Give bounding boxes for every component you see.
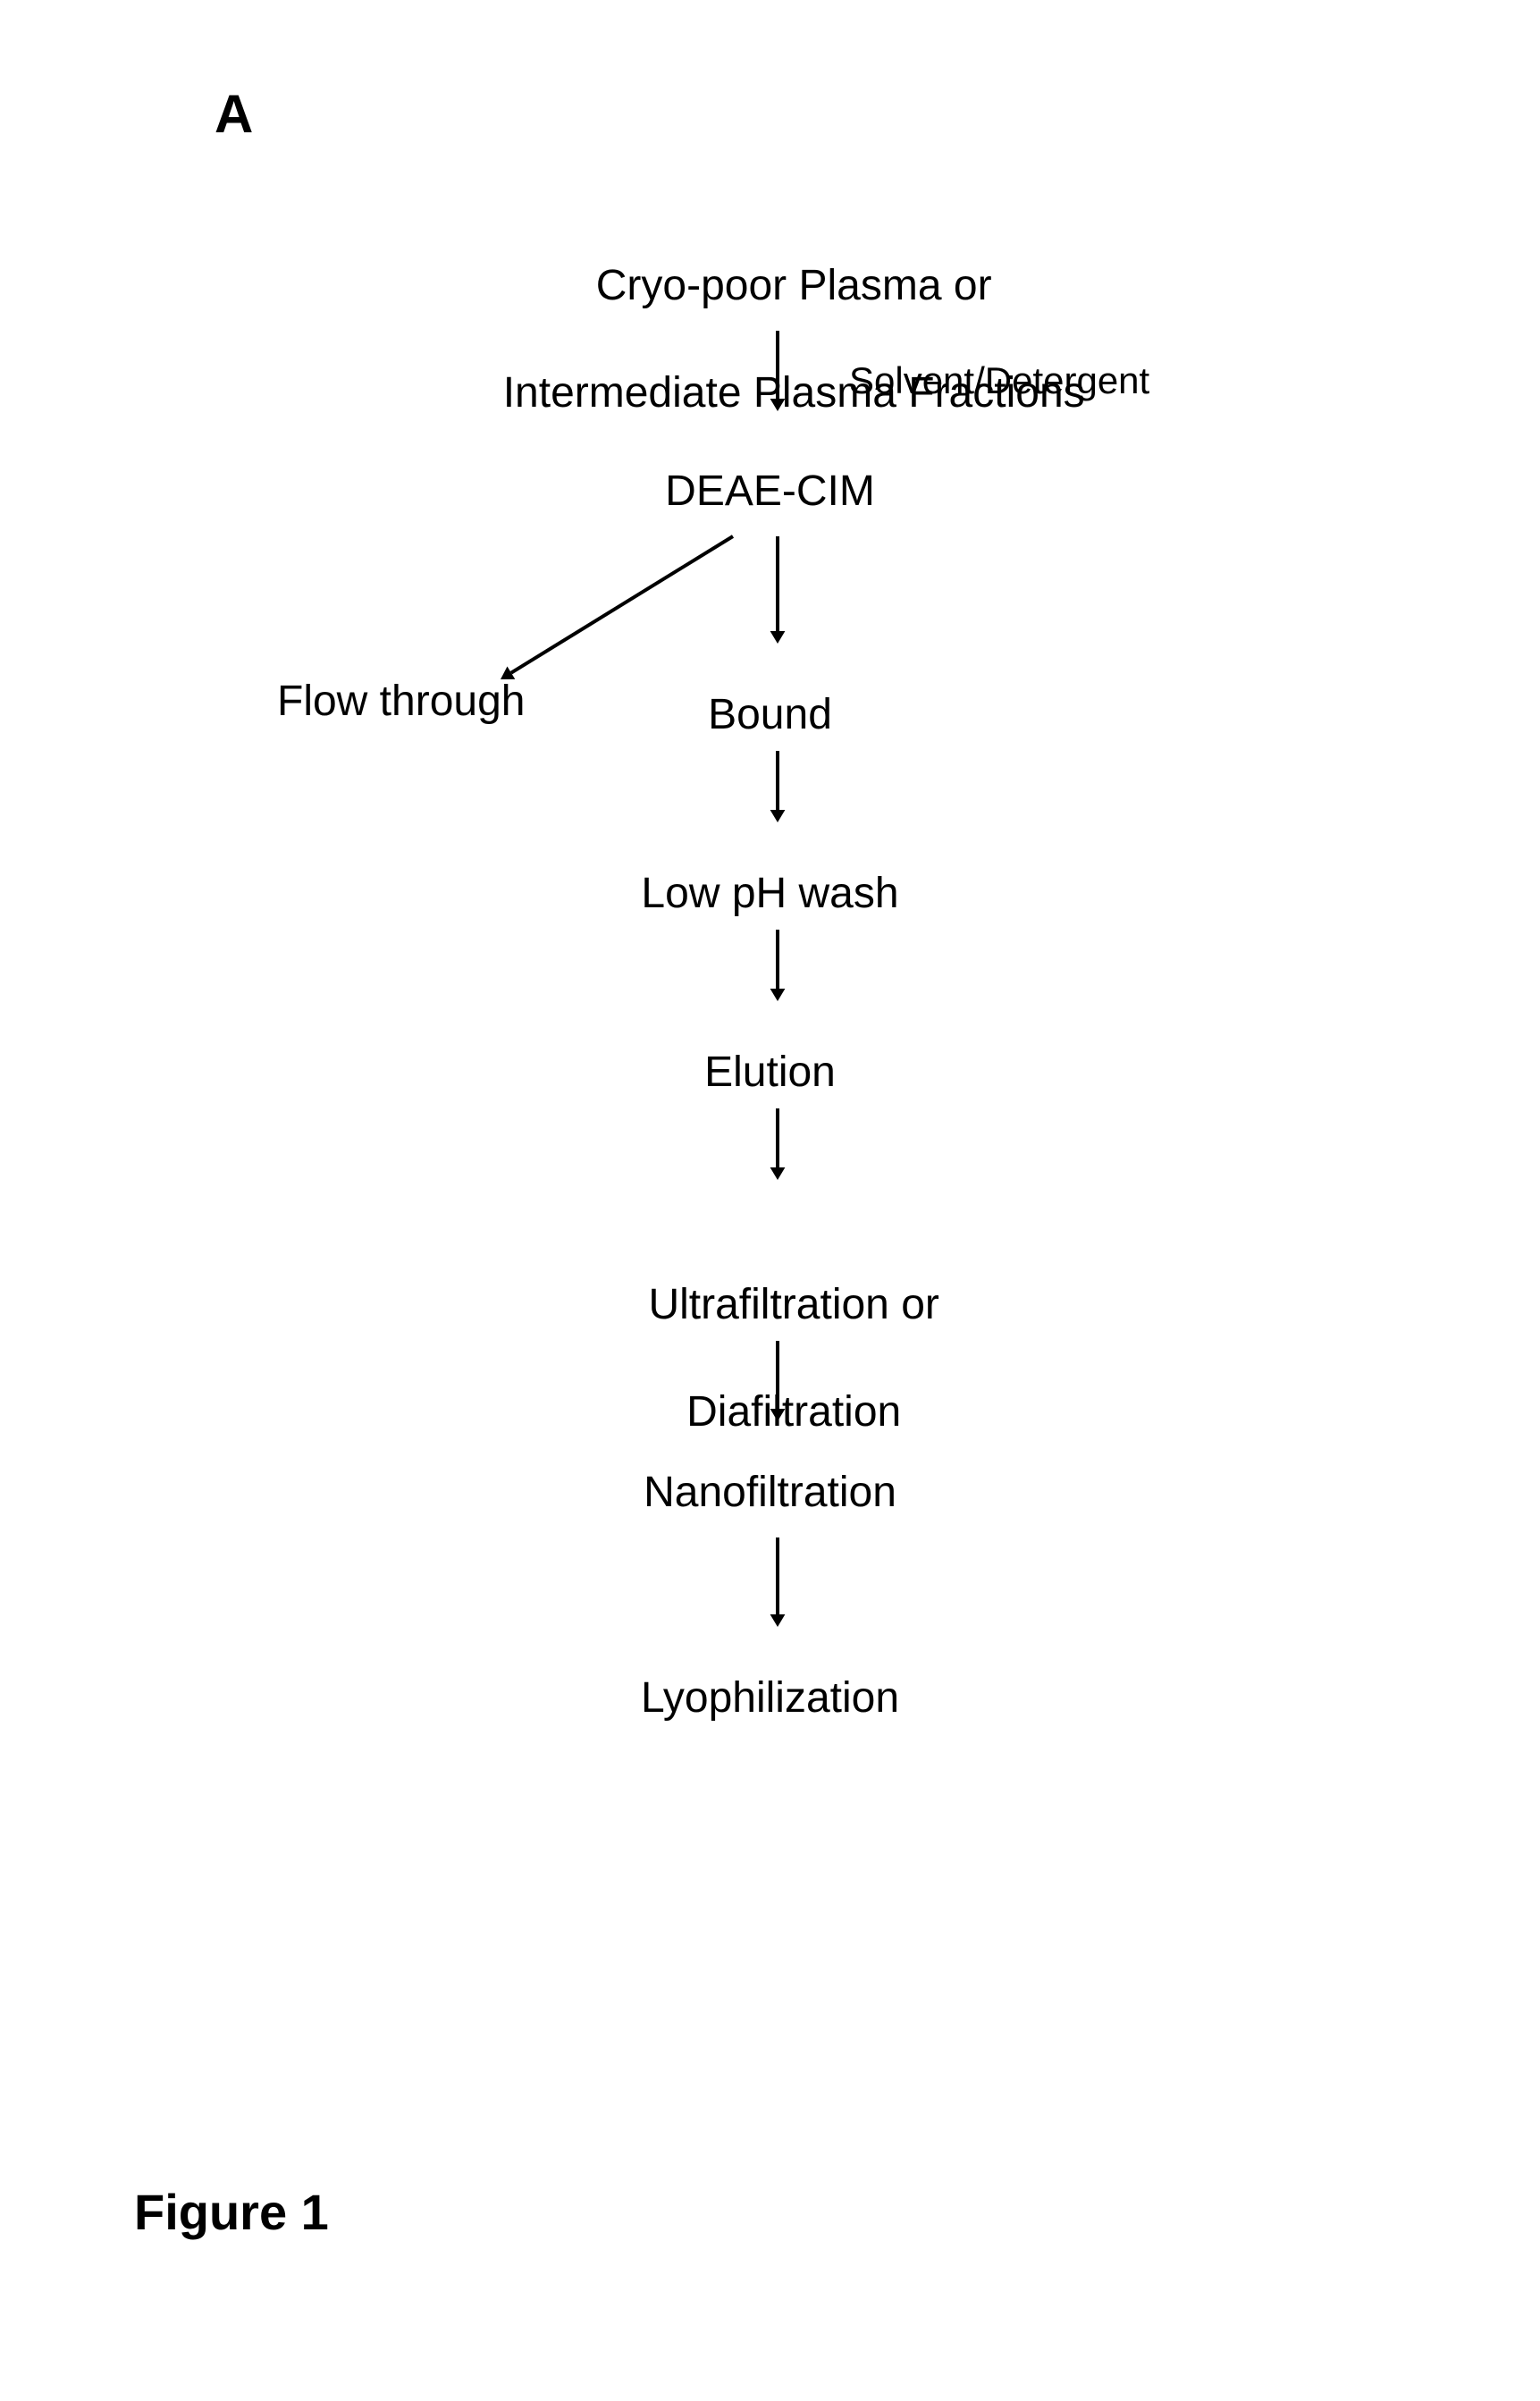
flow-ultra-line2: Diafiltration: [686, 1388, 901, 1436]
figure-page: A Cryo-poor Plasma or Intermediate Plasm…: [0, 0, 1540, 2401]
flow-bound: Bound: [0, 688, 1540, 742]
flow-start: Cryo-poor Plasma or Intermediate Plasma …: [0, 206, 1540, 474]
edge-annotation-solvent-detergent: Solvent/Detergent: [849, 358, 1149, 405]
flow-nanofiltration: Nanofiltration: [0, 1466, 1540, 1520]
flow-ultrafiltration: Ultrafiltration or Diafiltration: [0, 1225, 1540, 1493]
figure-label: Figure 1: [134, 2181, 329, 2244]
flow-ultra-line1: Ultrafiltration or: [648, 1281, 938, 1328]
flow-low-ph-wash: Low pH wash: [0, 867, 1540, 921]
flow-lyophilization: Lyophilization: [0, 1672, 1540, 1725]
panel-label: A: [215, 80, 253, 147]
flow-elution: Elution: [0, 1046, 1540, 1099]
flow-start-line1: Cryo-poor Plasma or: [596, 262, 992, 309]
flow-deae-cim: DEAE-CIM: [0, 465, 1540, 518]
